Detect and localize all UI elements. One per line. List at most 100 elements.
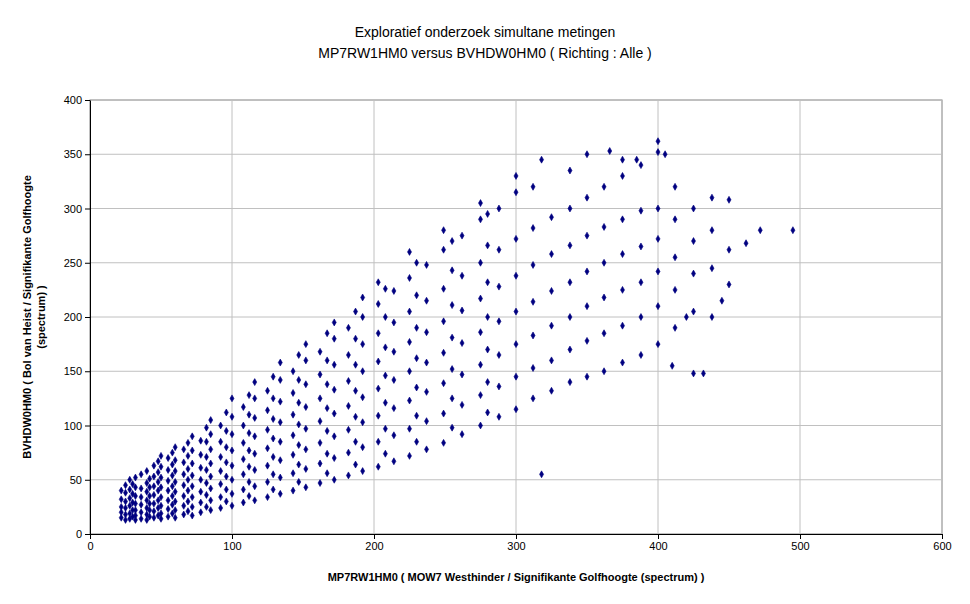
point (190, 447, 194, 454)
point (568, 242, 572, 249)
x-tick-mark (232, 534, 233, 539)
point (514, 189, 518, 196)
point (478, 422, 482, 429)
point (549, 214, 553, 221)
point (247, 463, 251, 470)
point (145, 488, 149, 495)
point (159, 502, 163, 509)
point (219, 504, 223, 511)
point (407, 368, 411, 375)
point (304, 425, 308, 432)
y-tick: 150 (64, 365, 90, 377)
point (531, 298, 535, 305)
point (209, 485, 213, 492)
point (486, 279, 490, 286)
y-tick: 250 (64, 257, 90, 269)
point (247, 447, 251, 454)
point (425, 418, 429, 425)
y-grid-line (90, 317, 942, 318)
point (684, 314, 688, 321)
point (156, 469, 160, 476)
point (425, 297, 429, 304)
point (148, 493, 152, 500)
point (425, 329, 429, 336)
point (727, 196, 731, 203)
point (145, 480, 149, 487)
point (182, 493, 186, 500)
point (450, 302, 454, 309)
point (278, 359, 282, 366)
point (190, 472, 194, 479)
y-tick-label: 400 (64, 94, 82, 106)
point (531, 225, 535, 232)
point (209, 431, 213, 438)
point (497, 283, 501, 290)
x-axis: 0100200300400500600 (87, 534, 951, 552)
point (209, 460, 213, 467)
point (383, 372, 387, 379)
point (460, 371, 464, 378)
x-tick-mark (800, 534, 801, 539)
point (325, 427, 329, 434)
point (291, 411, 295, 418)
point (318, 348, 322, 355)
y-tick: 400 (64, 94, 90, 106)
x-tick-label: 600 (933, 540, 951, 552)
point (170, 493, 174, 500)
x-tick-mark (90, 534, 91, 539)
point (392, 348, 396, 355)
point (415, 438, 419, 445)
point (156, 458, 160, 465)
point (253, 483, 257, 490)
point (450, 238, 454, 245)
point (673, 286, 677, 293)
point (549, 357, 553, 364)
point (585, 194, 589, 201)
point (691, 205, 695, 212)
point (204, 467, 208, 474)
point (159, 484, 163, 491)
y-grid-line (90, 154, 942, 155)
point (639, 351, 643, 358)
point (486, 409, 490, 416)
point (442, 410, 446, 417)
point (230, 476, 234, 483)
point (332, 476, 336, 483)
point (442, 380, 446, 387)
point (173, 457, 177, 464)
point (478, 259, 482, 266)
point (325, 381, 329, 388)
chart: 0100200300400500600050100150200250300350… (0, 0, 970, 604)
point (415, 259, 419, 266)
point (318, 418, 322, 425)
point (199, 437, 203, 444)
point (297, 461, 301, 468)
point (119, 496, 123, 503)
point (392, 405, 396, 412)
point (318, 460, 322, 467)
y-tick-mark (85, 100, 90, 101)
point (224, 409, 228, 416)
y-tick: 200 (64, 311, 90, 323)
point (271, 435, 275, 442)
point (585, 268, 589, 275)
point (304, 381, 308, 388)
point (265, 426, 269, 433)
point (241, 471, 245, 478)
x-tick: 100 (223, 534, 241, 552)
point (159, 510, 163, 517)
point (304, 465, 308, 472)
point (710, 265, 714, 272)
point (415, 412, 419, 419)
point (478, 295, 482, 302)
point (383, 399, 387, 406)
point (460, 340, 464, 347)
point (332, 361, 336, 368)
point (656, 303, 660, 310)
x-tick-label: 100 (223, 540, 241, 552)
point (173, 468, 177, 475)
point (392, 458, 396, 465)
y-grid-line (90, 425, 942, 426)
point (635, 156, 639, 163)
point (182, 471, 186, 478)
